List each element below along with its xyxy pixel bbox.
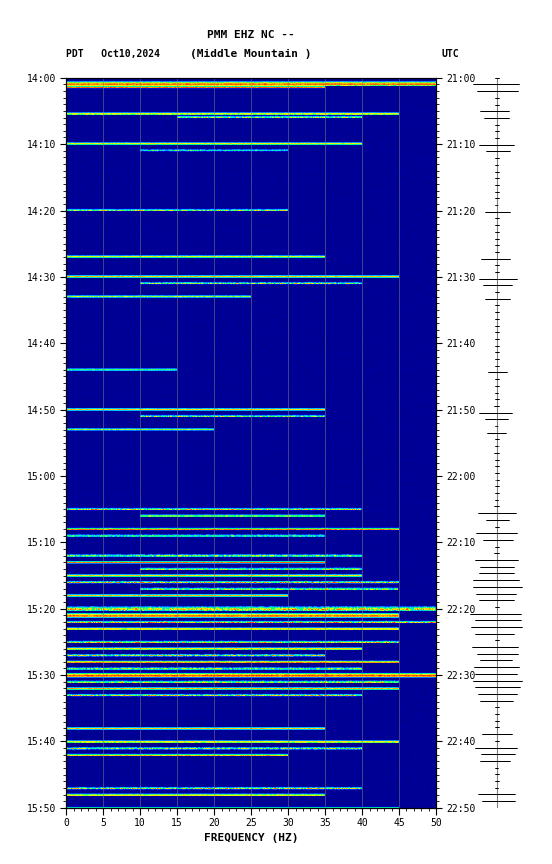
- Text: (Middle Mountain ): (Middle Mountain ): [190, 49, 312, 60]
- Text: PDT   Oct10,2024: PDT Oct10,2024: [66, 49, 160, 60]
- Text: UTC: UTC: [442, 49, 459, 60]
- Text: PMM EHZ NC --: PMM EHZ NC --: [208, 30, 295, 41]
- X-axis label: FREQUENCY (HZ): FREQUENCY (HZ): [204, 833, 299, 843]
